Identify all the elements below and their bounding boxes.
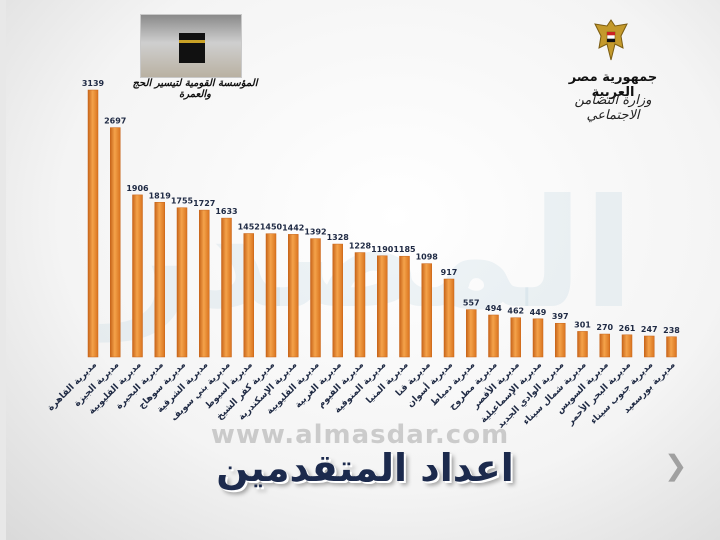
bar-5 (176, 207, 188, 358)
hajj-org-caption: المؤسسة القومية لتيسير الحج والعمرة (132, 78, 258, 100)
watermark-url: www.almasdar.com (210, 420, 510, 450)
bar-21 (532, 318, 544, 358)
bar-2 (110, 127, 121, 358)
data-label-2: 2697 (104, 117, 126, 126)
bar-19 (488, 314, 499, 358)
data-label-7: 1633 (215, 207, 237, 216)
bar-1 (87, 89, 99, 358)
bar-22 (555, 322, 566, 358)
data-label-22: 397 (552, 312, 569, 321)
data-label-26: 247 (641, 325, 658, 334)
bar-6 (199, 209, 210, 358)
data-label-14: 1190 (371, 245, 394, 254)
data-label-19: 494 (485, 304, 502, 313)
kaaba-band (179, 40, 205, 43)
data-label-20: 462 (507, 307, 524, 316)
bar-23 (577, 331, 588, 358)
data-label-11: 1392 (304, 228, 326, 237)
data-label-18: 557 (463, 299, 480, 308)
bar-8 (243, 233, 254, 358)
data-label-10: 1442 (282, 223, 304, 232)
bar-20 (510, 317, 521, 358)
bar-10 (288, 234, 299, 358)
data-label-9: 1450 (260, 223, 283, 232)
bar-17 (443, 278, 455, 358)
bar-24 (599, 333, 610, 358)
data-label-15: 1185 (393, 245, 416, 254)
data-label-16: 1098 (416, 253, 439, 262)
bar-16 (421, 263, 432, 358)
bar-12 (332, 243, 343, 358)
bar-4 (154, 202, 165, 358)
eagle-emblem-icon (594, 19, 628, 61)
country-name: جمهورية مصر العربية (568, 70, 658, 100)
chevron-right-icon[interactable]: ❯ (664, 449, 688, 482)
data-label-25: 261 (619, 324, 636, 333)
bar-26 (644, 335, 655, 358)
ministry-name: وزارة التضامن الاجتماعي (574, 93, 652, 123)
bar-13 (354, 252, 366, 358)
data-label-24: 270 (596, 323, 613, 332)
data-label-6: 1727 (193, 199, 215, 208)
data-label-12: 1328 (327, 233, 350, 242)
bar-11 (310, 238, 321, 358)
bar-14 (377, 255, 388, 358)
data-label-27: 238 (663, 326, 680, 335)
data-label-4: 1819 (149, 191, 172, 200)
kaaba-icon (179, 33, 205, 63)
background-watermark-logo: المصدر (105, 168, 635, 342)
slide-edge (0, 0, 6, 540)
bar-3 (132, 194, 143, 358)
bar-27 (666, 336, 677, 358)
bar-18 (466, 309, 477, 358)
data-label-21: 449 (530, 308, 547, 317)
data-label-23: 301 (574, 320, 591, 329)
slide-title: اعداد المتقدمين (216, 446, 514, 490)
data-label-1: 3139 (82, 79, 105, 88)
data-label-3: 1906 (126, 184, 149, 193)
bar-9 (265, 233, 277, 358)
data-label-17: 917 (441, 268, 458, 277)
bar-15 (399, 255, 410, 358)
bar-25 (621, 334, 633, 358)
data-label-5: 1755 (171, 197, 194, 206)
data-label-13: 1228 (349, 242, 372, 251)
bar-7 (221, 217, 232, 358)
kaaba-photo (140, 14, 242, 78)
data-label-8: 1452 (238, 222, 260, 231)
